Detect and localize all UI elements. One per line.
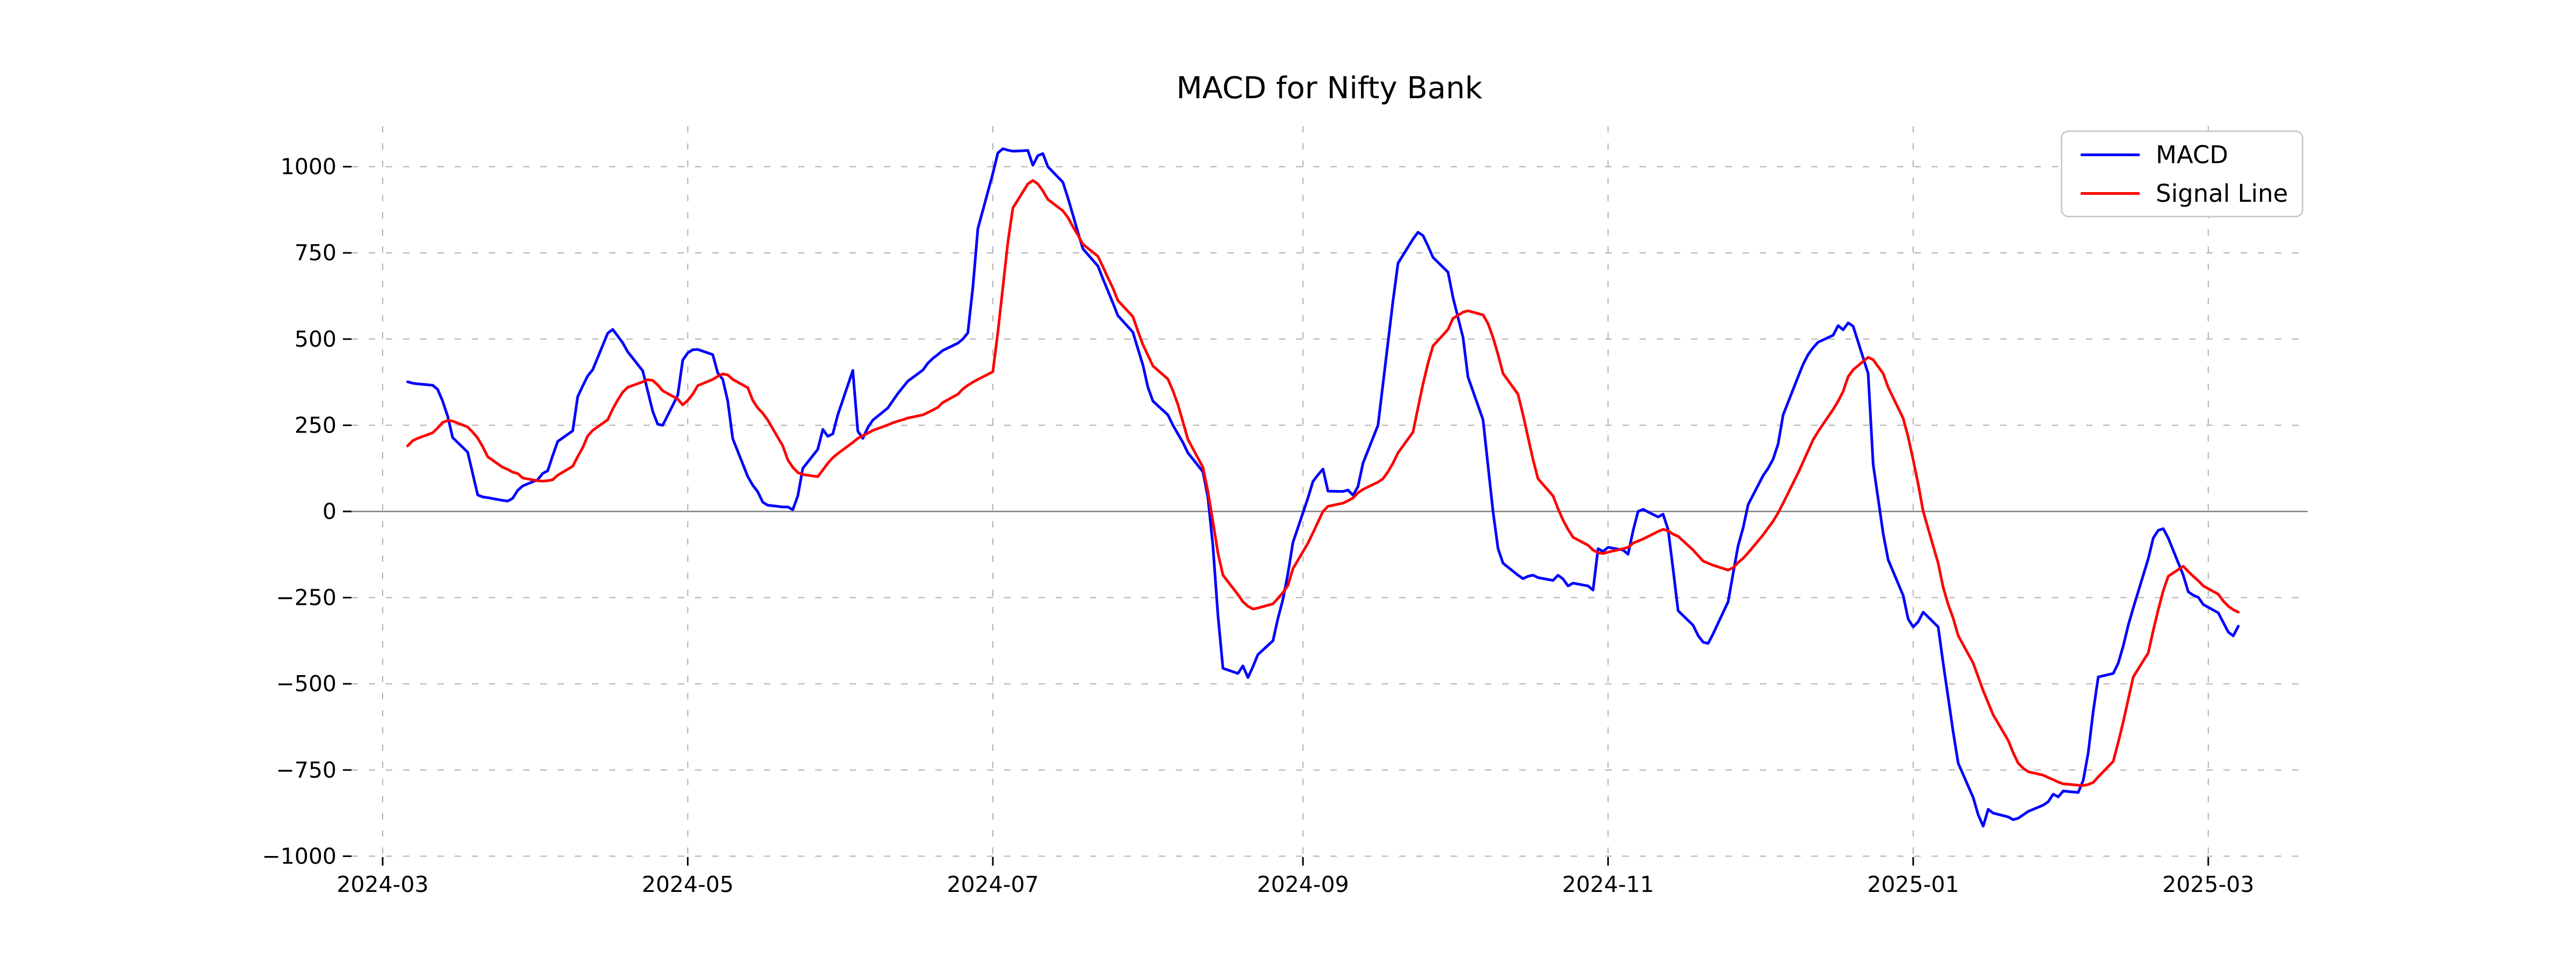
x-tick-label: 2025-01 [1867,872,1959,897]
legend-item-macd: MACD [2081,141,2302,169]
x-tick-label: 2024-05 [642,872,734,897]
y-tick-label: −750 [276,757,336,783]
page-title: MACD for Nifty Bank [1176,71,1483,106]
x-tick-label: 2024-11 [1562,872,1654,897]
x-tick-label: 2024-09 [1257,872,1349,897]
x-tick-label: 2024-03 [336,872,428,897]
y-tick-label: −1000 [262,843,336,869]
legend-label-signal: Signal Line [2156,179,2288,208]
macd-line-swatch-icon [2081,153,2140,156]
y-tick-label: −500 [276,671,336,697]
y-tick-label: 750 [295,240,336,266]
x-tick-label: 2025-03 [2162,872,2254,897]
x-tick-label: 2024-07 [947,872,1038,897]
legend-item-signal: Signal Line [2081,179,2302,208]
y-tick-label: 500 [295,326,336,352]
y-tick-label: 250 [295,412,336,438]
y-tick-label: 1000 [281,154,336,180]
signal-line-swatch-icon [2081,192,2140,195]
chart-legend: MACD Signal Line [2061,130,2303,217]
legend-label-macd: MACD [2156,140,2228,169]
macd-line [406,147,2240,828]
signal-line [406,179,2240,787]
y-tick-label: −250 [276,585,336,611]
y-tick-label: 0 [323,499,336,524]
